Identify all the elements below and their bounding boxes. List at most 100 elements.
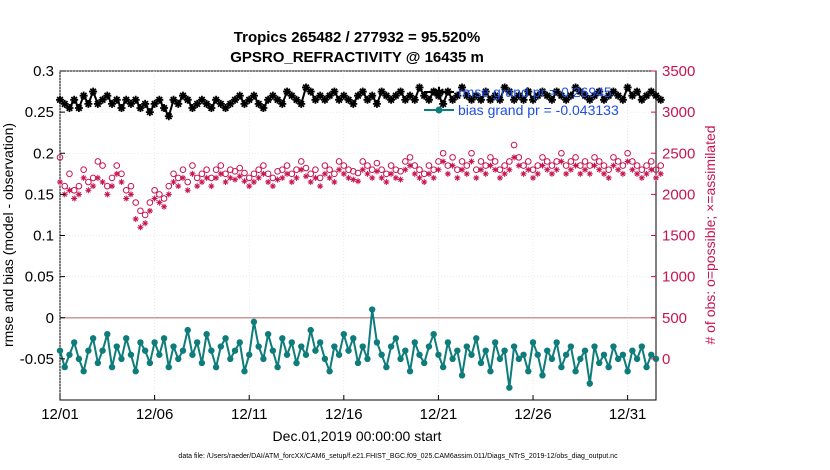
obs-possible-point (203, 166, 210, 173)
obs-possible-point (137, 207, 144, 215)
bias-point (425, 343, 433, 350)
rmse-point (590, 91, 599, 100)
obs-possible-point (326, 166, 333, 173)
bias-point (596, 359, 603, 367)
y-tick-label: 0.15 (25, 186, 54, 203)
bias-point (151, 339, 158, 346)
bias-point (610, 343, 617, 350)
bias-point (444, 339, 452, 346)
rmse-point (183, 95, 192, 104)
obs-possible-point (307, 170, 314, 178)
obs-assimilated-point (340, 170, 347, 177)
rmse-point (372, 99, 381, 108)
bias-point (435, 351, 442, 358)
bias-point (312, 347, 319, 354)
obs-assimilated-point (373, 168, 380, 175)
legend-rmse-marker: ✱ (433, 84, 445, 100)
obs-assimilated-point (165, 191, 172, 198)
bias-point (217, 343, 225, 350)
obs-assimilated-point (430, 174, 437, 181)
bias-point (638, 343, 646, 350)
obs-assimilated-point (170, 179, 177, 186)
obs-assimilated-point (265, 179, 272, 186)
rmse-point (193, 99, 202, 108)
obs-possible-point (179, 166, 187, 173)
obs-assimilated-point (284, 170, 291, 177)
y-tick-label: 0.1 (33, 228, 54, 245)
rmse-point (529, 95, 538, 104)
obs-assimilated-point (634, 170, 641, 177)
rmse-point (56, 95, 64, 104)
obs-assimilated-point (302, 173, 309, 180)
obs-possible-point (94, 158, 102, 165)
obs-assimilated-point (534, 170, 541, 177)
obs-assimilated-point (411, 170, 418, 177)
bias-point (236, 339, 243, 346)
bias-point (241, 368, 248, 375)
bias-point (212, 363, 220, 371)
y-right-tick-label: 0 (662, 351, 670, 368)
rmse-point (581, 91, 590, 100)
obs-assimilated-point (629, 166, 636, 173)
rmse-point (216, 99, 225, 108)
bias-point (350, 335, 357, 342)
rmse-point (278, 99, 287, 108)
rmse-point (377, 87, 386, 96)
obs-assimilated-point (449, 162, 456, 169)
bias-point (629, 347, 636, 354)
bias-point (345, 347, 352, 354)
y-right-tick-label: 1000 (662, 269, 695, 286)
bias-point (614, 355, 622, 363)
obs-possible-point (562, 162, 570, 169)
obs-assimilated-point (109, 183, 116, 190)
bias-point (66, 351, 73, 358)
rmse-point (320, 95, 329, 104)
bias-point (170, 343, 177, 350)
obs-possible-point (614, 158, 622, 165)
y-right-tick-label: 2000 (662, 186, 695, 203)
x-axis: 12/01 12/06 12/11 12/16 12/21 12/26 12/31 (41, 395, 646, 423)
rmse-point (122, 95, 131, 104)
obs-possible-point (510, 141, 518, 149)
obs-assimilated-point (435, 166, 442, 173)
rmse-point (126, 99, 135, 108)
rmse-point (599, 95, 608, 104)
rmse-point (164, 112, 173, 121)
bias-point (141, 347, 149, 354)
bias-point (397, 355, 404, 363)
obs-assimilated-point (57, 179, 63, 186)
rmse-point (349, 99, 358, 108)
bias-point (421, 359, 428, 367)
obs-possible-point (212, 166, 220, 173)
rmse-point (618, 95, 627, 104)
obs-possible-point (132, 199, 139, 206)
obs-assimilated-point (345, 174, 352, 181)
obs-assimilated-point (85, 187, 92, 194)
y-right-tick-label: 500 (662, 310, 687, 327)
obs-assimilated-point (260, 170, 267, 177)
obs-assimilated-point (184, 187, 191, 194)
rmse-point (562, 95, 571, 104)
obs-assimilated-point (463, 170, 470, 177)
obs-possible-point (241, 169, 248, 177)
bias-point (198, 359, 206, 367)
obs-possible-point (463, 162, 471, 169)
obs-assimilated-point (151, 195, 158, 202)
bias-point (373, 339, 381, 346)
bias-point (491, 339, 499, 346)
rmse-point (79, 91, 88, 100)
rmse-point (174, 99, 183, 108)
obs-possible-point (539, 154, 546, 161)
bias-point (165, 363, 172, 371)
bias-point (80, 368, 87, 375)
obs-possible-point (567, 158, 575, 165)
obs-assimilated-point (477, 166, 484, 173)
bias-point (529, 339, 537, 346)
obs-assimilated-point (548, 170, 555, 177)
bias-point (392, 335, 400, 342)
obs-assimilated-point (142, 220, 149, 227)
obs-assimilated-point (605, 174, 612, 181)
bias-point (189, 351, 196, 358)
bias-point (633, 355, 641, 363)
